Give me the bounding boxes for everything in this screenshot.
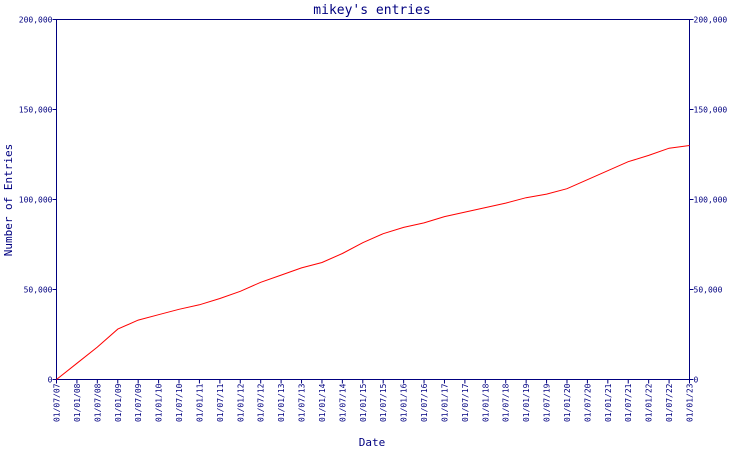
plot-frame <box>56 19 690 380</box>
x-axis: 01/07/07 01/01/08 01/07/08 01/01/09 01/07/09… <box>53 379 695 422</box>
x-tick-label: 01/01/22 <box>645 383 654 422</box>
y-axis-right: 0 50,000 100,000 150,000 200,000 <box>689 16 728 385</box>
x-tick-label: 01/01/14 <box>318 383 327 422</box>
x-tick-label: 01/07/18 <box>502 383 511 422</box>
y-axis-left: 0 50,000 100,000 150,000 200,000 <box>19 16 57 385</box>
y-tick-label-left: 100,000 <box>19 196 53 205</box>
series-layer <box>56 145 690 380</box>
y-tick-label-right: 50,000 <box>694 286 723 295</box>
x-tick-label: 01/07/17 <box>461 383 470 422</box>
x-tick-label: 01/01/09 <box>114 383 123 422</box>
x-tick-label: 01/01/21 <box>604 383 613 422</box>
x-tick-label: 01/01/12 <box>236 383 245 422</box>
x-tick-label: 01/07/12 <box>257 383 266 422</box>
x-tick-label: 01/01/18 <box>481 383 490 422</box>
x-tick-label: 01/07/15 <box>379 383 388 422</box>
y-tick-label-right: 150,000 <box>694 106 728 115</box>
y-axis-label: Number of Entries <box>2 144 15 257</box>
y-tick-label-right: 200,000 <box>694 16 728 25</box>
x-tick-label: 01/07/21 <box>624 383 633 422</box>
y-tick-label-right: 100,000 <box>694 196 728 205</box>
y-tick-label-left: 0 <box>48 376 53 385</box>
x-tick-label: 01/01/16 <box>400 383 409 422</box>
y-tick-label-left: 150,000 <box>19 106 53 115</box>
x-axis-label: Date <box>359 436 386 449</box>
x-tick-label: 01/07/07 <box>53 383 62 422</box>
x-tick-label: 01/01/17 <box>440 383 449 422</box>
x-tick-label: 01/01/15 <box>359 383 368 422</box>
y-tick-label-left: 50,000 <box>24 286 53 295</box>
x-tick-label: 01/01/10 <box>155 383 164 422</box>
x-tick-label: 01/01/23 <box>686 383 695 422</box>
x-tick-label: 01/07/19 <box>543 383 552 422</box>
x-tick-label: 01/07/16 <box>420 383 429 422</box>
x-tick-label: 01/07/14 <box>338 383 347 422</box>
x-tick-label: 01/07/08 <box>93 383 102 422</box>
x-tick-label: 01/01/08 <box>73 383 82 422</box>
y-tick-label-right: 0 <box>694 376 699 385</box>
y-tick-label-left: 200,000 <box>19 16 53 25</box>
x-tick-label: 01/01/11 <box>195 383 204 422</box>
x-tick-label: 01/07/20 <box>583 383 592 422</box>
x-tick-label: 01/07/13 <box>298 383 307 422</box>
x-tick-label: 01/01/19 <box>522 383 531 422</box>
x-tick-label: 01/01/20 <box>563 383 572 422</box>
series-line <box>56 145 690 380</box>
x-tick-label: 01/07/11 <box>216 383 225 422</box>
x-tick-label: 01/01/13 <box>277 383 286 422</box>
x-tick-label: 01/07/10 <box>175 383 184 422</box>
x-tick-label: 01/07/22 <box>665 383 674 422</box>
x-tick-label: 01/07/09 <box>134 383 143 422</box>
chart-title: mikey's entries <box>313 3 430 18</box>
